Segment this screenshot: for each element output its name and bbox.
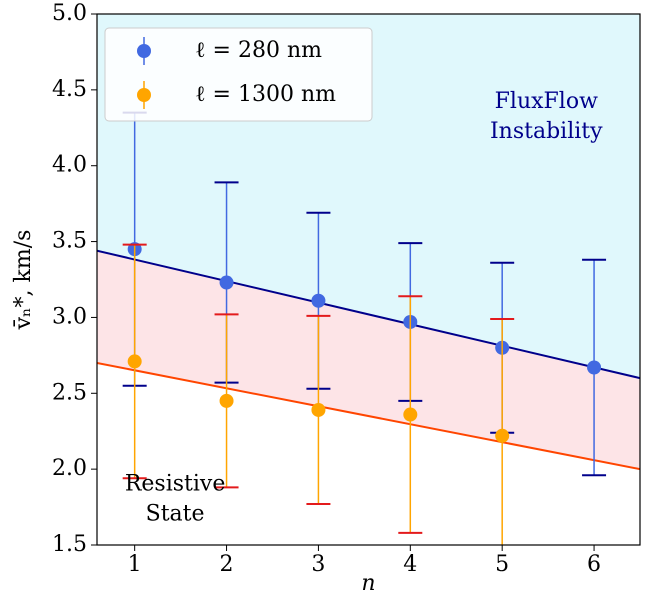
legend: ℓ = 280 nm ℓ = 1300 nm [104, 27, 373, 122]
x-tick-label: 5 [495, 552, 509, 577]
y-tick-label: 2.0 [52, 456, 87, 481]
y-tick-label: 1.5 [52, 532, 87, 557]
marker [495, 428, 510, 443]
region-middle [97, 250, 640, 470]
x-tick-label: 1 [128, 552, 142, 577]
x-tick-label: 3 [311, 552, 325, 577]
y-tick-label: 4.5 [52, 77, 87, 102]
annotation: FluxFlow [495, 89, 598, 114]
marker [311, 402, 326, 417]
marker [219, 393, 234, 408]
marker [403, 407, 418, 422]
y-tick-label: 2.5 [52, 380, 87, 405]
y-tick-label: 3.5 [52, 229, 87, 254]
fit-line [97, 361, 640, 471]
legend-label: ℓ = 280 nm [195, 38, 322, 63]
plot-frame [96, 13, 641, 546]
y-tick-label: 4.0 [52, 153, 87, 178]
annotation: State [146, 501, 205, 526]
marker [587, 360, 602, 375]
y-axis-label: v̄ₙ*, km/s [11, 230, 36, 331]
legend-label: ℓ = 1300 nm [195, 82, 336, 107]
x-tick-label: 6 [587, 552, 601, 577]
x-tick-label: 2 [220, 552, 234, 577]
annotation: Resistive [125, 471, 226, 496]
marker [127, 354, 142, 369]
x-axis-label: n [361, 571, 375, 596]
fit-line [97, 249, 640, 380]
legend-marker [137, 88, 151, 102]
x-tick-label: 4 [403, 552, 417, 577]
legend-marker [137, 44, 151, 58]
legend-box [104, 27, 373, 122]
y-tick-label: 3.0 [52, 304, 87, 329]
y-tick-label: 5.0 [52, 1, 87, 26]
marker [219, 275, 234, 290]
marker [311, 293, 326, 308]
annotation: Instability [490, 119, 603, 144]
